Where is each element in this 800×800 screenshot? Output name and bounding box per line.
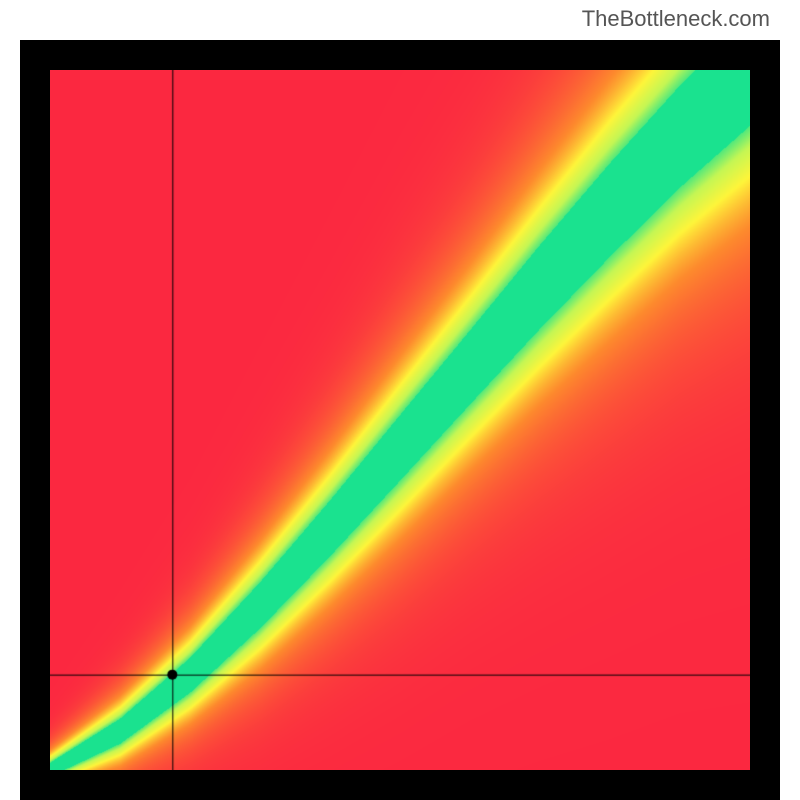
heatmap-canvas [50, 70, 750, 770]
chart-container: TheBottleneck.com [0, 0, 800, 800]
heatmap-plot [20, 40, 780, 800]
attribution-text: TheBottleneck.com [582, 6, 770, 32]
